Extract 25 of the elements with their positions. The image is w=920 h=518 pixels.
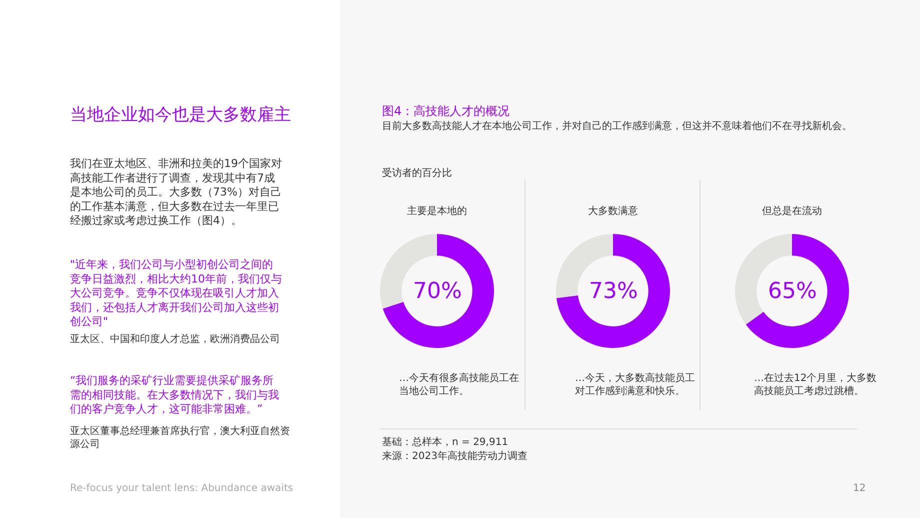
donut-slice xyxy=(556,234,670,348)
donut-slice xyxy=(746,234,849,348)
text: “我们服务的采矿行业需要提供采矿服务所需的相同技能。在大多数情况下，我们与我们的客户竞争人才，这可能非常困难。” xyxy=(70,374,279,416)
text: 12 xyxy=(853,483,866,494)
data-label: 73% xyxy=(589,279,638,304)
text: 受访者的百分比 xyxy=(382,167,452,179)
text: 目前大多数高技能人才在本地公司工作，并对自己的工作感到满意，但这并不意味着他们不在寻找新机会。 xyxy=(382,120,852,132)
text: 亚太区、中国和印度人才总监，欧洲消费品公司 xyxy=(70,333,280,345)
text: 当地企业如今也是大多数雇主 xyxy=(70,105,291,125)
text: …今天有很多高技能员工在当地公司工作。 xyxy=(399,372,519,397)
text: Re-focus your talent lens: Abundance awaits xyxy=(70,483,294,494)
chart-title: 大多数满意 xyxy=(588,205,638,217)
data-label: 65% xyxy=(768,279,817,304)
text: "近年来，我们公司与小型初创公司之间的竞争日益激烈，相比大约10年前，我们仅与大公司竞争。竞争不仅体现在吸引人才加入我们，还包括人才离开我们公司加入这些初创公司" xyxy=(70,258,282,328)
donut-slice xyxy=(382,234,494,348)
text: 亚太区董事总经理兼首席执行官，澳大利亚自然资源公司 xyxy=(70,425,290,450)
chart-title: 主要是本地的 xyxy=(407,205,467,217)
text: 我们在亚太地区、非洲和拉美的19个国家对高技能工作者进行了调查，发现其中有7成是本地公司的员工。大多数（73%）对自己的工作基本满意，但大多数在过去一年里已经搬过家或考虑过换工作（图4）。 xyxy=(70,157,282,228)
data-label: 70% xyxy=(413,279,462,304)
text: 图4：高技能人才的概况 xyxy=(382,104,510,118)
source-note: 来源：2023年高技能劳动力调查 xyxy=(382,450,528,462)
chart-title: 但总是在流动 xyxy=(762,205,822,217)
text: 基础：总样本，n = 29,911 xyxy=(382,436,508,448)
text: …今天，大多数高技能员工对工作感到满意和快乐。 xyxy=(575,372,695,397)
text: …在过去12个月里，大多数高技能员工考虑过跳槽。 xyxy=(754,372,877,397)
